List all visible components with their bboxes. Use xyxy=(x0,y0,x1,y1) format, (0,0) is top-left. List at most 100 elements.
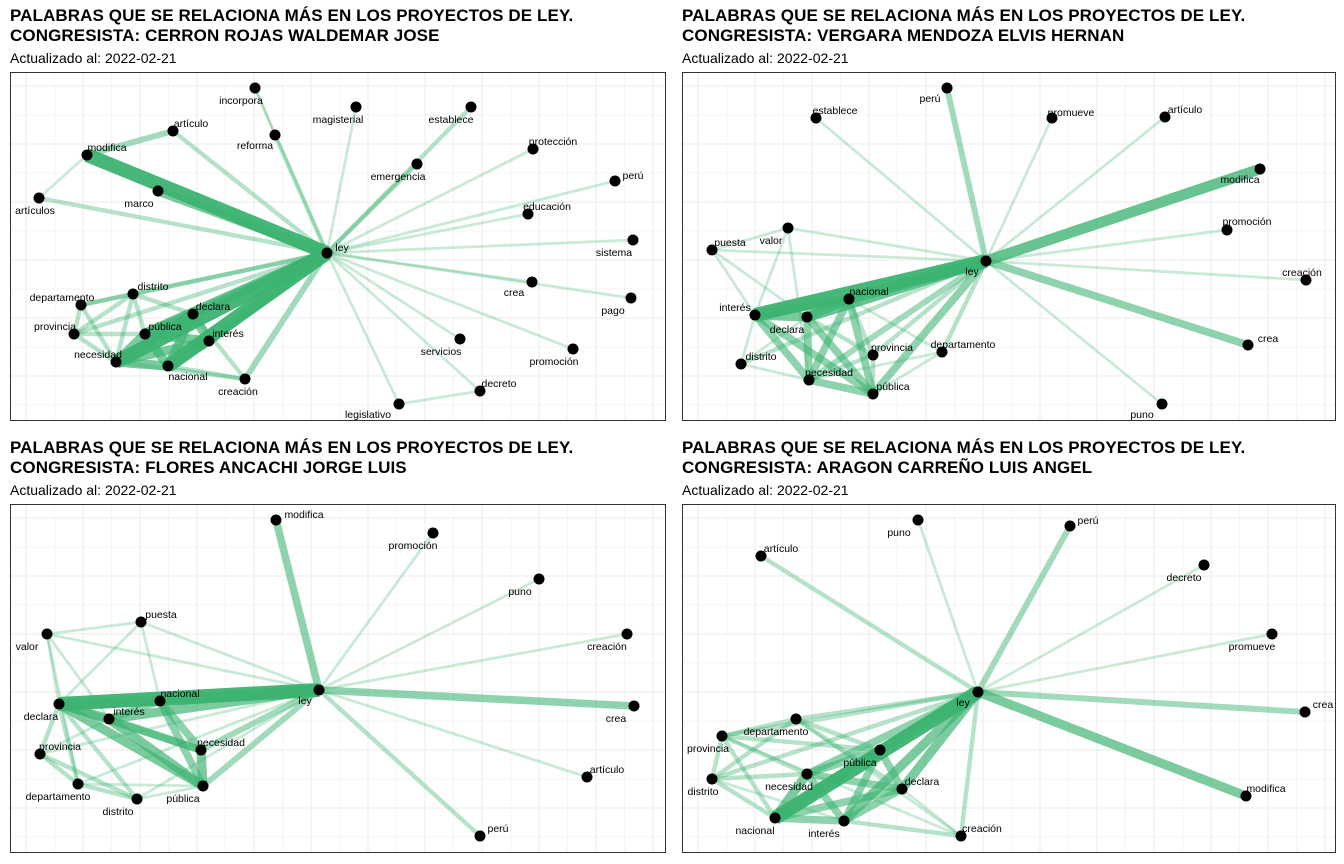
edge-ley-perú xyxy=(326,179,616,255)
edge-ley-provincia xyxy=(871,259,988,357)
node-valor xyxy=(41,628,53,640)
edge-provincia-necesidad xyxy=(808,352,874,383)
edge-provincia-pública xyxy=(721,733,881,753)
panel-title-line2: CONGRESISTA: FLORES ANCACHI JORGE LUIS xyxy=(10,458,407,477)
edge-ley-servicios xyxy=(326,251,461,341)
edge-creación-interés xyxy=(843,818,962,839)
node-establece xyxy=(465,101,477,113)
node-label-puesta: puesta xyxy=(145,609,177,621)
node-label-necesidad: necesidad xyxy=(197,737,245,749)
edge-valor-puesta xyxy=(711,226,789,252)
edge-pública-interés xyxy=(840,748,884,823)
plot-border xyxy=(10,72,666,421)
node-puesta xyxy=(135,616,147,628)
node-label-creación: creación xyxy=(1282,267,1322,279)
node-label-puno: puno xyxy=(508,586,532,598)
node-promueve xyxy=(1266,628,1278,640)
edge-ley-magisterial xyxy=(325,106,358,254)
node-label-provincia: provincia xyxy=(687,743,729,755)
node-artículo xyxy=(755,550,767,562)
edge-creación-declara xyxy=(901,787,962,838)
edges xyxy=(710,87,1307,406)
edge-departamento-distrito xyxy=(77,781,138,802)
node-promoción xyxy=(1221,224,1233,236)
nodes: modifica promoción puno puesta valor creación… xyxy=(16,509,640,842)
edge-ley-reforma xyxy=(272,134,330,254)
edge-decreto-legislativo xyxy=(398,389,481,406)
edge-nacional-declara xyxy=(163,312,198,368)
edge-ley-distrito xyxy=(132,250,328,297)
node-nacional xyxy=(162,360,174,372)
edge-ley-distrito xyxy=(136,688,320,801)
node-perú xyxy=(609,175,621,187)
node-nacional xyxy=(843,293,855,305)
node-label-interés: interés xyxy=(113,706,145,718)
node-ley xyxy=(972,686,984,698)
node-label-perú: perú xyxy=(622,170,643,182)
node-label-provincia: provincia xyxy=(871,342,913,354)
edge-pública-declara xyxy=(56,700,206,790)
node-label-artículo: artículo xyxy=(764,543,799,555)
edge-nacional-declara xyxy=(774,785,903,822)
edge-departamento-nacional xyxy=(848,297,943,354)
edge-pública-distrito xyxy=(130,293,148,335)
edge-ley-crea xyxy=(977,689,1306,715)
node-crea xyxy=(1299,706,1311,718)
edge-ley-crea xyxy=(326,251,533,284)
node-incorpora xyxy=(249,82,261,94)
node-necesidad xyxy=(801,768,813,780)
edge-distrito-pública xyxy=(136,784,204,801)
edge-ley-departamento xyxy=(940,260,988,353)
node-decreto xyxy=(474,385,486,397)
node-label-declara: declara xyxy=(770,324,805,336)
edge-interés-declara xyxy=(57,699,111,724)
node-label-departamento: departamento xyxy=(931,339,996,351)
node-provincia xyxy=(68,328,80,340)
node-label-valor: valor xyxy=(16,641,39,653)
edge-distrito-nacional xyxy=(710,777,777,820)
plot-border xyxy=(682,72,1336,421)
node-label-necesidad: necesidad xyxy=(74,349,122,361)
node-label-promueve: promueve xyxy=(1048,107,1095,119)
node-label-promoción: promoción xyxy=(529,356,578,368)
edge-ley-creación xyxy=(242,251,330,381)
edge-necesidad-provincia xyxy=(72,332,118,364)
node-departamento xyxy=(790,713,802,725)
node-creación xyxy=(239,373,251,385)
edge-ley-promueve xyxy=(977,632,1273,694)
node-decreto xyxy=(1198,559,1210,571)
node-creación xyxy=(621,628,633,640)
node-label-creación: creación xyxy=(962,823,1002,835)
edge-pública-declara xyxy=(876,748,906,791)
panel-title-line2: CONGRESISTA: ARAGON CARREÑO LUIS ANGEL xyxy=(682,458,1093,477)
node-ley xyxy=(313,684,325,696)
edge-necesidad-interés xyxy=(752,312,812,383)
edge-ley-pago xyxy=(326,251,632,300)
node-protección xyxy=(527,143,539,155)
edge-distrito-necesidad xyxy=(711,771,808,782)
node-provincia xyxy=(867,349,879,361)
node-promoción xyxy=(567,343,579,355)
edge-ley-crea xyxy=(318,686,635,710)
edge-ley-creación xyxy=(985,259,1307,282)
edge-ley-protección xyxy=(326,147,534,255)
grid xyxy=(682,504,1336,853)
panel-title-line2: CONGRESISTA: CERRON ROJAS WALDEMAR JOSE xyxy=(10,26,440,45)
node-label-interés: interés xyxy=(808,828,840,840)
node-necesidad xyxy=(195,744,207,756)
node-distrito xyxy=(127,288,139,300)
node-label-crea: crea xyxy=(1313,699,1334,711)
node-label-departamento: departamento xyxy=(744,726,809,738)
node-label-nacional: nacional xyxy=(735,825,774,837)
node-label-decreto: decreto xyxy=(1166,572,1201,584)
node-promoción xyxy=(427,527,439,539)
node-sistema xyxy=(627,234,639,246)
node-label-departamento: departamento xyxy=(26,791,91,803)
edge-provincia-declara xyxy=(805,315,875,357)
node-puno xyxy=(1156,398,1168,410)
edge-pública-nacional xyxy=(845,298,877,395)
node-legislativo xyxy=(393,398,405,410)
node-servicios xyxy=(454,333,466,345)
node-label-establece: establece xyxy=(813,105,858,117)
grid xyxy=(10,504,666,853)
